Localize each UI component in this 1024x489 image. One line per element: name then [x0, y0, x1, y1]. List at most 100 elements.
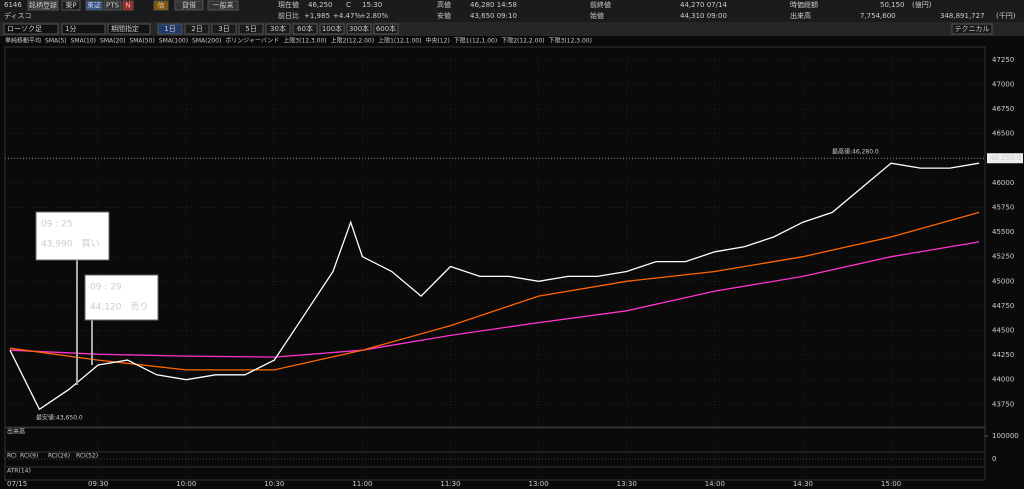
- volume-label: 出来高: [7, 428, 25, 436]
- header-button-label[interactable]: PTS: [106, 2, 119, 10]
- range-label[interactable]: 60本: [297, 24, 313, 33]
- range-label[interactable]: 5日: [245, 25, 256, 33]
- range-button[interactable]: [346, 23, 372, 35]
- volume-tick-label: 100000: [992, 432, 1019, 440]
- range-button[interactable]: [157, 23, 183, 35]
- field-value: C: [346, 1, 351, 9]
- x-tick-label: 15:00: [881, 480, 901, 488]
- field-value: 44,270 07/14: [680, 1, 727, 9]
- field-value: 46,250: [308, 1, 333, 9]
- technical-label[interactable]: テクニカル: [955, 25, 990, 33]
- select-label[interactable]: ローソク足: [7, 25, 42, 33]
- range-label[interactable]: 3日: [218, 25, 229, 33]
- technical-button[interactable]: [951, 23, 993, 35]
- field-label: 時価総額: [790, 0, 818, 9]
- x-tick-label: 13:30: [617, 480, 637, 488]
- legend-item: 上限1(12,1.00): [378, 37, 421, 45]
- y-tick-label: 46500: [992, 130, 1014, 138]
- header-button[interactable]: [153, 0, 169, 11]
- legend-item: SMA(100): [159, 38, 188, 45]
- x-tick-label: 11:30: [440, 480, 460, 488]
- y-tick-label: 43750: [992, 400, 1014, 408]
- y-tick-label: 44500: [992, 327, 1014, 335]
- range-label[interactable]: 2日: [191, 25, 202, 33]
- header-button[interactable]: [85, 0, 103, 11]
- header-button[interactable]: [103, 0, 122, 11]
- legend-item: 上限3(12,3.00): [283, 37, 326, 45]
- header-button[interactable]: [61, 0, 81, 11]
- company: ディスコ: [4, 11, 32, 20]
- legend-item: 中央(12): [425, 37, 449, 45]
- annotation-box: [35, 211, 110, 261]
- legend-item: SMA(50): [129, 38, 154, 45]
- x-tick-label: 14:30: [793, 480, 813, 488]
- legend-item: 単純移動平均: [5, 37, 41, 45]
- y-tick-label: 47000: [992, 80, 1014, 88]
- select[interactable]: [3, 23, 59, 35]
- y-tick-label: 46000: [992, 179, 1014, 187]
- x-tick-label: 13:00: [529, 480, 549, 488]
- select[interactable]: [61, 23, 106, 35]
- atr-frame: [4, 466, 986, 481]
- annotation-text: 44,120 売り: [90, 301, 149, 313]
- y-tick-label: 44750: [992, 302, 1014, 310]
- range-label[interactable]: 300本: [349, 24, 369, 33]
- header-button-label[interactable]: 東証: [87, 1, 101, 10]
- y-tick-label: 47250: [992, 56, 1014, 64]
- x-tick-label: 10:00: [176, 480, 196, 488]
- range-button[interactable]: [319, 23, 345, 35]
- x-tick-label: 09:30: [88, 480, 108, 488]
- field-label: 安値: [437, 11, 451, 20]
- legend-item: SMA(5): [45, 38, 67, 45]
- header-button-label[interactable]: 一般来: [213, 1, 234, 10]
- range-button[interactable]: [238, 23, 264, 35]
- header-button-label[interactable]: 信: [158, 1, 165, 10]
- annotation-text: 43,990 買い: [41, 239, 100, 250]
- select-label[interactable]: 期間指定: [111, 24, 139, 33]
- field-value: 44,310 09:00: [680, 12, 727, 20]
- range-button[interactable]: [211, 23, 237, 35]
- select[interactable]: [107, 23, 151, 35]
- field-value: +1,985: [304, 12, 330, 20]
- last-price-label: 46,250.0: [990, 154, 1021, 162]
- header-button-label[interactable]: 銘柄登録: [29, 1, 57, 10]
- range-button[interactable]: [265, 23, 291, 35]
- field-label: 始値: [590, 11, 604, 20]
- rci-legend: RCI(9): [20, 453, 38, 460]
- header-bg: [0, 0, 1024, 22]
- field-label: 出来高: [790, 11, 811, 20]
- header-button[interactable]: [27, 0, 59, 11]
- field-value: (千円): [996, 11, 1016, 20]
- y-tick-label: 45750: [992, 203, 1014, 211]
- header-button-label[interactable]: 貸借: [182, 1, 196, 10]
- field-value: 348,891,727: [940, 12, 985, 20]
- field-label: 現在値: [278, 0, 299, 9]
- field-value: 50,150: [880, 1, 905, 9]
- range-label[interactable]: 600本: [376, 24, 396, 33]
- annotation-time: 09 : 29: [90, 283, 122, 293]
- header-button[interactable]: [174, 0, 204, 11]
- range-label[interactable]: 100本: [322, 24, 342, 33]
- range-label[interactable]: 1日: [164, 25, 175, 33]
- header-button[interactable]: [122, 0, 134, 11]
- legend-item: SMA(10): [71, 38, 96, 45]
- header-button-label[interactable]: 東P: [65, 1, 76, 10]
- range-button[interactable]: [292, 23, 318, 35]
- price-line: [9, 241, 980, 358]
- range-button[interactable]: [184, 23, 210, 35]
- rci-label: RCI: [7, 453, 17, 460]
- header-button-label[interactable]: N: [125, 2, 130, 10]
- code: 6146: [4, 1, 22, 9]
- field-value: 7,754,600: [860, 12, 896, 20]
- range-label[interactable]: 30本: [270, 24, 286, 33]
- low-label: 最安値:43,650.0: [36, 414, 83, 422]
- y-tick-label: 44250: [992, 351, 1014, 359]
- price-line: [9, 211, 980, 371]
- chart-bg: [0, 36, 1024, 489]
- field-value: (億円): [912, 0, 932, 9]
- header-button[interactable]: [207, 0, 239, 11]
- select-label[interactable]: 1分: [65, 24, 76, 33]
- range-button[interactable]: [373, 23, 399, 35]
